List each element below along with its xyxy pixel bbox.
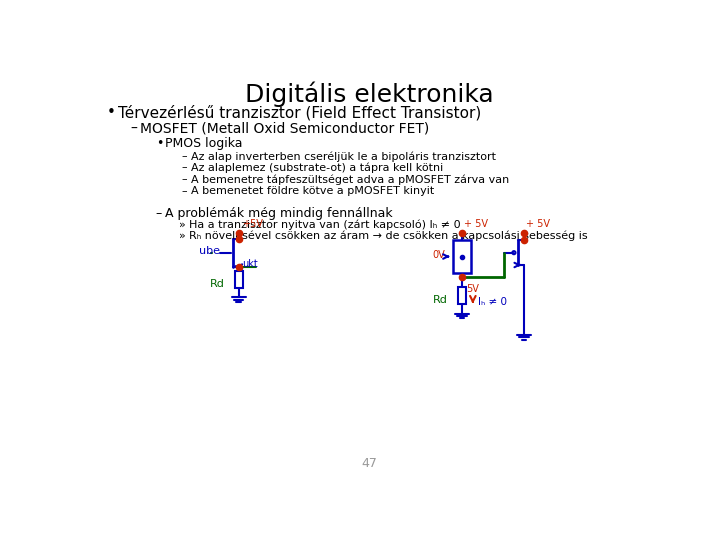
Text: Digitális elektronika: Digitális elektronika <box>245 82 493 107</box>
Bar <box>458 287 466 304</box>
Text: + 5V: + 5V <box>526 219 550 229</box>
Text: –: – <box>181 151 187 161</box>
Text: 0V: 0V <box>433 250 445 260</box>
Text: A bemenetet földre kötve a pMOSFET kinyit: A bemenetet földre kötve a pMOSFET kinyi… <box>191 186 434 195</box>
Text: »: » <box>179 231 186 240</box>
Text: Rd: Rd <box>433 295 448 305</box>
Text: ukt: ukt <box>242 259 258 269</box>
Text: A problémák még mindig fennállnak: A problémák még mindig fennállnak <box>165 207 393 220</box>
Bar <box>235 271 243 288</box>
Text: Rd: Rd <box>210 279 225 289</box>
Text: –: – <box>156 207 162 220</box>
Text: ube: ube <box>199 246 220 256</box>
Text: +5V: +5V <box>242 219 263 229</box>
Text: –: – <box>130 122 138 136</box>
Text: + 5V: + 5V <box>464 219 488 229</box>
Text: A bemenetre tápfeszültséget adva a pMOSFET zárva van: A bemenetre tápfeszültséget adva a pMOSF… <box>191 174 509 185</box>
Text: –: – <box>181 163 187 173</box>
Text: Rₕ növelésével csökken az áram → de csökken a kapcsolási sebesség is: Rₕ növelésével csökken az áram → de csök… <box>189 231 588 241</box>
Text: MOSFET (Metall Oxid Semiconductor FET): MOSFET (Metall Oxid Semiconductor FET) <box>140 122 430 136</box>
Text: •: • <box>107 105 116 120</box>
Bar <box>453 240 472 273</box>
Text: Az alaplemez (substrate-ot) a tápra kell kötni: Az alaplemez (substrate-ot) a tápra kell… <box>191 163 443 173</box>
Text: 5V: 5V <box>466 284 479 294</box>
Text: Ha a tranzisztor nyitva van (zárt kapcsoló) Iₕ ≠ 0: Ha a tranzisztor nyitva van (zárt kapcso… <box>189 220 461 230</box>
Text: PMOS logika: PMOS logika <box>165 137 243 150</box>
Text: Az alap inverterben cseréljük le a bipoláris tranzisztort: Az alap inverterben cseréljük le a bipol… <box>191 151 496 161</box>
Text: •: • <box>156 137 163 150</box>
Text: »: » <box>179 220 186 229</box>
Text: Térvezérlésű tranzisztor (Field Effect Transistor): Térvezérlésű tranzisztor (Field Effect T… <box>118 105 481 120</box>
Text: –: – <box>181 186 187 195</box>
Text: 47: 47 <box>361 457 377 470</box>
Text: Iₕ ≠ 0: Iₕ ≠ 0 <box>477 297 506 307</box>
Text: –: – <box>181 174 187 184</box>
